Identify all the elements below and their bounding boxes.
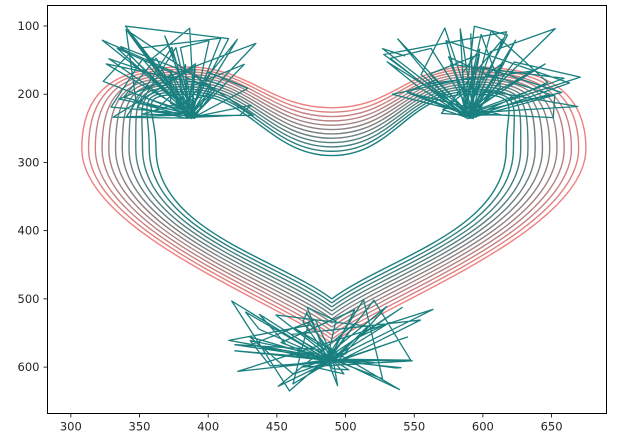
heart-curve-0 [81, 66, 587, 344]
heart-curve-4 [108, 76, 558, 328]
y-tick-label: 200 [18, 87, 40, 101]
axis-ticks: 300 350 400 450 500 550 600 650 100 200 300 400 500 6… [18, 19, 563, 434]
tangle-top-left [101, 25, 257, 120]
heart-curve-9 [141, 88, 522, 308]
heart-curve-10 [146, 91, 516, 304]
tangle-top-right [381, 25, 581, 120]
heart-curve-1 [87, 68, 580, 340]
y-tick-label: 500 [18, 292, 40, 306]
x-tick-label: 300 [60, 420, 82, 434]
x-tick-label: 350 [129, 420, 151, 434]
y-tick-label: 400 [18, 224, 40, 238]
y-tick-label: 600 [18, 360, 40, 374]
x-tick-label: 500 [335, 420, 357, 434]
heart-curve-2 [94, 71, 573, 336]
tangle-bottom [228, 298, 434, 392]
plot-frame [47, 5, 607, 414]
x-tick-label: 450 [266, 420, 288, 434]
x-tick-label: 400 [197, 420, 219, 434]
x-tick-label: 650 [541, 420, 563, 434]
heart-curve-8 [135, 86, 529, 312]
heart-curve-5 [114, 78, 551, 324]
x-tick-label: 550 [403, 420, 425, 434]
heart-curve-7 [128, 83, 536, 316]
x-tick-label: 600 [472, 420, 494, 434]
heart-curves [81, 66, 587, 344]
tangle-lines [101, 25, 581, 392]
heart-curve-11 [150, 93, 510, 300]
y-tick-label: 100 [18, 19, 40, 33]
heart-curve-3 [101, 73, 565, 332]
heart-curve-6 [121, 81, 544, 320]
y-tick-label: 300 [18, 155, 40, 169]
